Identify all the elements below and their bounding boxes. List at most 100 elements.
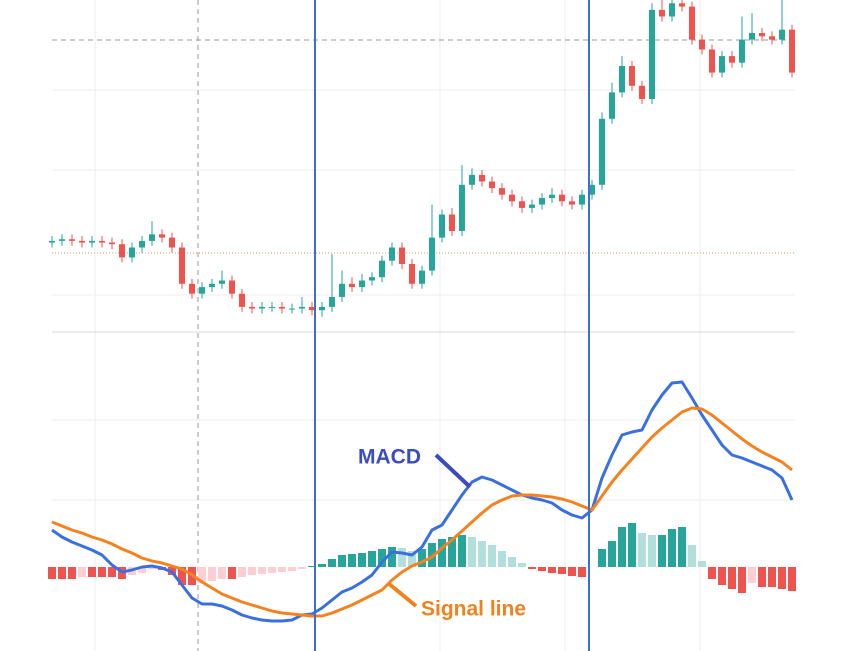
candle-body xyxy=(469,174,475,185)
candle-body xyxy=(639,85,645,99)
histogram-bar xyxy=(768,567,776,587)
histogram-bar xyxy=(318,564,326,567)
candle-body xyxy=(369,277,375,281)
candle-body xyxy=(209,283,215,288)
candle-body xyxy=(629,66,635,86)
histogram-bar xyxy=(708,567,716,579)
candle-body xyxy=(219,280,225,284)
candle-body xyxy=(699,39,705,50)
histogram-bar xyxy=(368,551,376,567)
candle-body xyxy=(539,198,545,205)
histogram-bar xyxy=(348,554,356,567)
histogram-bar xyxy=(388,547,396,567)
candle-body xyxy=(329,297,335,307)
histogram-bar xyxy=(48,567,56,579)
histogram-bar xyxy=(98,567,106,577)
histogram-bar xyxy=(208,567,216,581)
candle-body xyxy=(689,6,695,40)
histogram-bar xyxy=(298,567,306,569)
histogram-bar xyxy=(548,567,556,573)
histogram-bar xyxy=(658,535,666,567)
candle-body xyxy=(339,283,345,297)
histogram-bar xyxy=(788,567,796,591)
candle-body xyxy=(119,244,125,258)
histogram-bar xyxy=(288,567,296,571)
candle-body xyxy=(549,194,555,198)
histogram-bar xyxy=(648,535,656,567)
histogram-bar xyxy=(508,557,516,567)
candle-body xyxy=(59,239,65,241)
histogram-bar xyxy=(688,545,696,567)
candle-body xyxy=(719,56,725,73)
candle-body xyxy=(479,174,485,182)
candle-body xyxy=(519,201,525,208)
histogram-bar xyxy=(398,548,406,567)
candle-body xyxy=(739,39,745,63)
annotation-arrow xyxy=(386,581,418,608)
histogram-bar xyxy=(748,567,756,583)
histogram-bar xyxy=(518,563,526,567)
candle-body xyxy=(169,237,175,248)
candle-body xyxy=(149,234,155,241)
histogram-bar xyxy=(138,567,146,573)
annotation-arrow xyxy=(434,453,472,489)
candle-body xyxy=(289,308,295,310)
candle-body xyxy=(239,293,245,307)
macd-label: MACD xyxy=(358,446,421,469)
histogram-bar xyxy=(488,545,496,567)
candle-body xyxy=(459,184,465,231)
histogram-bar xyxy=(478,541,486,567)
histogram-bar xyxy=(248,567,256,575)
histogram-bar xyxy=(148,567,156,569)
candle-body xyxy=(199,287,205,294)
candle-body xyxy=(729,56,735,63)
candle-body xyxy=(429,237,435,271)
histogram-bar xyxy=(718,567,726,585)
histogram-bar xyxy=(268,567,276,573)
histogram-bar xyxy=(238,567,246,577)
histogram-bar xyxy=(528,567,536,569)
candle-body xyxy=(309,306,315,311)
candle-body xyxy=(619,66,625,93)
candle-body xyxy=(779,29,785,40)
candle-body xyxy=(609,92,615,119)
histogram-bar xyxy=(728,567,736,589)
histogram-bar xyxy=(198,567,206,583)
candle-body xyxy=(419,270,425,284)
candle-body xyxy=(79,240,85,243)
indicator-line xyxy=(51,406,793,618)
histogram-bar xyxy=(68,567,76,579)
histogram-bar xyxy=(218,567,226,579)
candle-body xyxy=(359,280,365,288)
candle-body xyxy=(269,306,275,308)
candle-body xyxy=(229,280,235,294)
histogram-bar xyxy=(358,553,366,567)
histogram-bar xyxy=(108,567,116,577)
candle-body xyxy=(49,240,55,243)
candle-body xyxy=(129,247,135,258)
candle-body xyxy=(249,306,255,309)
candle-body xyxy=(189,283,195,294)
histogram-bar xyxy=(418,549,426,567)
histogram-bar xyxy=(698,561,706,567)
candle-body xyxy=(709,49,715,73)
candle-body xyxy=(389,247,395,261)
histogram-bar xyxy=(408,551,416,567)
candle-body xyxy=(379,260,385,278)
histogram-bar xyxy=(568,567,576,576)
histogram-bar xyxy=(278,567,286,572)
candle-body xyxy=(299,306,305,309)
histogram-bar xyxy=(338,555,346,567)
candle-body xyxy=(579,194,585,205)
histogram-bar xyxy=(78,567,86,577)
histogram-bar xyxy=(608,541,616,567)
histogram-bar xyxy=(448,537,456,567)
plot xyxy=(48,0,796,623)
histogram-bar xyxy=(578,567,586,577)
candle-body xyxy=(319,306,325,311)
candle-body xyxy=(69,239,75,241)
histogram-bar xyxy=(178,567,186,585)
histogram-bar xyxy=(778,567,786,589)
grid xyxy=(52,0,795,651)
